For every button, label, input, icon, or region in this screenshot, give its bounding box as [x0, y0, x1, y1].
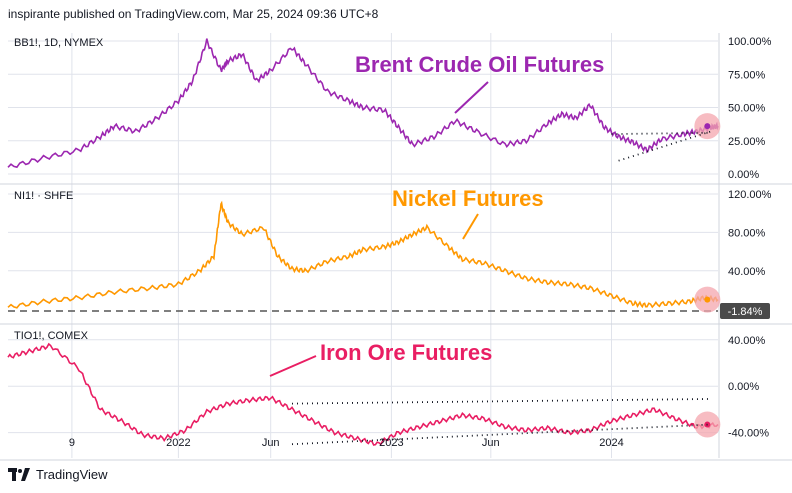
y-tick-label: -40.00%: [728, 428, 769, 440]
y-tick-label: 120.00%: [728, 189, 772, 201]
x-tick-label: 2024: [599, 437, 623, 449]
x-tick-label: 2022: [166, 437, 190, 449]
trendline-upper: [611, 131, 711, 135]
price-line: [7, 38, 719, 169]
footer[interactable]: TradingView: [8, 467, 108, 482]
y-tick-label: 50.00%: [728, 103, 766, 115]
annotations: Brent Crude Oil Futures Nickel Futures Iro…: [269, 52, 604, 377]
grid: [0, 33, 792, 461]
trendline-upper: [291, 398, 711, 405]
annotation-label: Nickel Futures: [392, 186, 544, 211]
last-value-badge: [720, 302, 770, 319]
y-tick-label: 40.00%: [728, 266, 766, 278]
y-tick-label: 75.00%: [728, 69, 766, 81]
y-tick-label: 80.00%: [728, 227, 766, 239]
annotation-label: Brent Crude Oil Futures: [355, 52, 604, 77]
symbol-label: NI1! · SHFE: [14, 190, 73, 202]
x-tick-label: 2023: [379, 437, 403, 449]
x-tick-label: Jun: [482, 437, 500, 449]
annotation-arrow: [462, 213, 479, 240]
y-tick-label: 25.00%: [728, 136, 766, 148]
annotation-arrow: [269, 355, 317, 377]
trendline-lower: [291, 423, 711, 446]
tradingview-logo-icon: [8, 467, 30, 481]
price-line: [7, 342, 719, 446]
x-tick-labels: 9 2022 Jun 2023 Jun 2024: [69, 437, 624, 449]
publish-header: inspirante published on TradingView.com,…: [8, 7, 379, 21]
x-tick-label: 9: [69, 437, 75, 449]
y-tick-labels: 100.00% 75.00% 50.00% 25.00% 0.00% BB1!, 1D, …: [14, 36, 772, 440]
last-point: [704, 123, 711, 130]
annotation-arrow: [454, 81, 489, 114]
tradingview-brand: TradingView: [36, 467, 108, 482]
price-line: [7, 200, 719, 309]
series-layer: [7, 38, 721, 446]
trendline-lower: [618, 130, 712, 162]
y-tick-label: 40.00%: [728, 335, 766, 347]
symbol-label: BB1!, 1D, NYMEX: [14, 37, 104, 49]
last-point: [704, 296, 711, 303]
y-tick-label: 0.00%: [728, 381, 759, 393]
x-tick-label: Jun: [262, 437, 280, 449]
y-tick-label: 100.00%: [728, 36, 772, 48]
last-value-text: -1.84%: [728, 306, 763, 318]
annotation-label: Iron Ore Futures: [320, 340, 492, 365]
y-tick-label: 0.00%: [728, 169, 759, 181]
symbol-label: TIO1!, COMEX: [14, 330, 89, 342]
